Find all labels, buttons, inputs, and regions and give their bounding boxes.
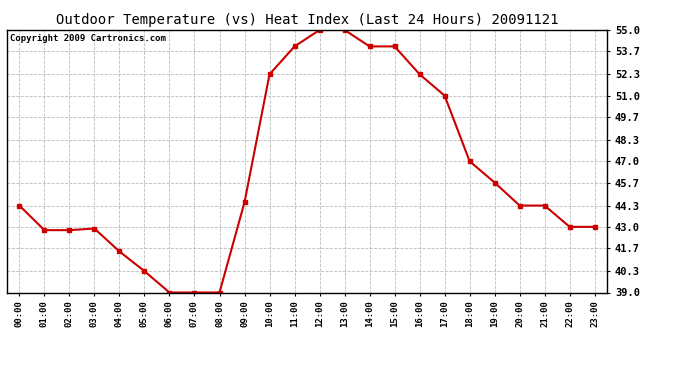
Text: Copyright 2009 Cartronics.com: Copyright 2009 Cartronics.com (10, 34, 166, 43)
Title: Outdoor Temperature (vs) Heat Index (Last 24 Hours) 20091121: Outdoor Temperature (vs) Heat Index (Las… (56, 13, 558, 27)
